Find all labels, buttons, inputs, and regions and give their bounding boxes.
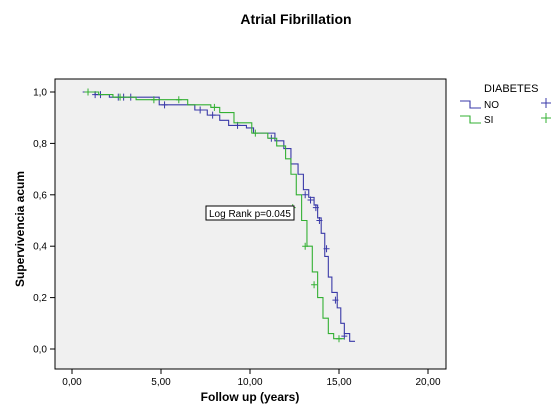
y-tick-label: 0,2 [33, 293, 47, 304]
y-tick-label: 1,0 [33, 88, 47, 99]
survival-curve-si [84, 91, 345, 340]
x-tick-label: 0,00 [62, 377, 82, 388]
censor-mark-no [316, 217, 323, 224]
censor-mark-si [117, 93, 124, 101]
plot-background [54, 78, 447, 370]
legend-censor-mark-si [541, 113, 551, 123]
legend-line-no [460, 100, 481, 109]
censor-mark-si [211, 103, 218, 111]
annotation-text: Log Rank p=0.045 [209, 209, 291, 220]
y-axis-label: Supervivencia acum [13, 171, 27, 287]
censor-mark-no [302, 191, 309, 199]
censor-mark-si [252, 129, 259, 137]
legend-entries: NO SI [460, 98, 551, 126]
legend-entry-no: NO [460, 98, 551, 111]
censor-mark-no [161, 101, 168, 109]
log-rank-annotation: Log Rank p=0.045 [205, 205, 295, 221]
censor-mark-no [332, 296, 339, 304]
censor-mark-si [336, 335, 342, 343]
censor-mark-no [323, 245, 330, 253]
y-tick-label: 0,4 [33, 242, 47, 253]
legend: DIABETES NO SI [460, 83, 551, 126]
x-tick-label: 15,00 [326, 377, 351, 388]
x-tick-label: 5,00 [151, 377, 171, 388]
censor-mark-no [312, 204, 319, 212]
legend-title: DIABETES [484, 83, 538, 95]
legend-censor-mark-no [541, 98, 551, 108]
censor-mark-si [175, 96, 182, 104]
legend-line-si [460, 115, 481, 124]
x-tick-label: 10,00 [237, 377, 262, 388]
censor-mark-no [197, 106, 204, 114]
legend-label-si: SI [484, 115, 493, 126]
legend-entry-si: SI [460, 113, 551, 126]
y-axis: 0,0 0,2 0,4 0,6 0,8 1,0 [33, 79, 56, 369]
censor-mark-si [150, 96, 157, 104]
censor-mark-si [311, 281, 318, 289]
y-tick-label: 0,6 [33, 190, 47, 201]
x-axis-label: Follow up (years) [201, 390, 300, 404]
x-tick-label: 20,00 [415, 377, 440, 388]
censor-mark-no [307, 196, 314, 204]
y-tick-label: 0,0 [33, 345, 47, 356]
chart-title: Atrial Fibrillation [240, 11, 351, 27]
x-axis: 0,00 5,00 10,00 15,00 20,00 [55, 368, 446, 388]
censor-mark-no [209, 111, 216, 119]
series-si [84, 88, 345, 343]
legend-label-no: NO [484, 100, 499, 111]
annotation-box [205, 205, 295, 221]
series-layer [82, 88, 356, 343]
censor-mark-si [302, 242, 309, 250]
censor-mark-si [85, 88, 92, 96]
y-tick-label: 0,8 [33, 139, 47, 150]
